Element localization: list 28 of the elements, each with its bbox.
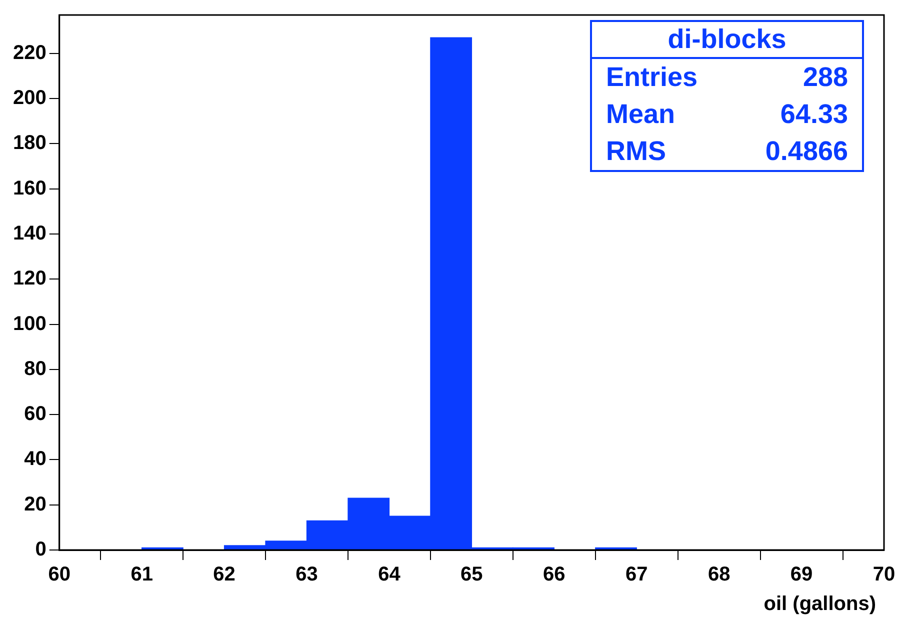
x-tick-label: 61	[130, 564, 153, 586]
y-tick-label: 80	[24, 358, 46, 380]
text: Mean 64.33	[606, 99, 848, 129]
text: RMS 0.4866	[606, 136, 848, 166]
y-tick-label: 0	[35, 538, 46, 561]
x-tick-label: 64	[378, 564, 402, 586]
x-tick-label: 62	[213, 564, 236, 586]
x-tick-label: 70	[872, 564, 896, 586]
text: Entries 288	[606, 62, 848, 92]
x-tick-label: 68	[708, 564, 730, 586]
y-tick-label: 60	[24, 403, 46, 426]
y-tick-label: 100	[12, 312, 46, 335]
x-tick-label: 67	[625, 564, 648, 586]
x-tick-label: 63	[296, 564, 318, 586]
y-tick-label: 180	[12, 132, 46, 154]
y-tick-label: 200	[12, 87, 46, 110]
chart-title: di-blocks	[592, 22, 862, 59]
y-tick-label: 140	[12, 222, 46, 244]
x-tick-label: 60	[48, 564, 70, 586]
y-tick-label: 20	[24, 493, 46, 516]
x-tick-label: 69	[790, 564, 813, 586]
x-tick-label: 65	[460, 564, 483, 586]
y-tick-label: 160	[12, 177, 46, 200]
y-tick-label: 40	[24, 448, 46, 470]
y-tick-label: 120	[12, 268, 46, 290]
y-tick-label: 220	[12, 42, 46, 64]
x-tick-label: 66	[543, 564, 566, 586]
x-axis-title: oil (gallons)	[764, 593, 876, 616]
